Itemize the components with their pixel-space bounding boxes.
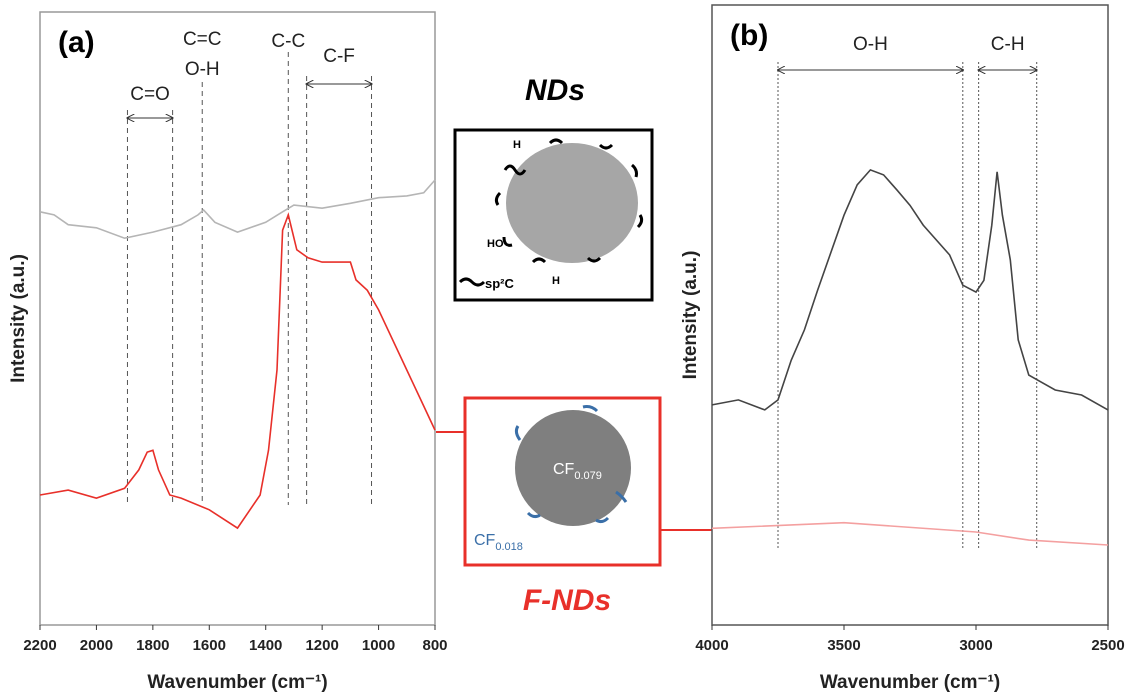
panel-title: (b): [730, 19, 768, 52]
x-tick-label: 1000: [362, 637, 395, 654]
x-tick-label: 1600: [193, 637, 226, 654]
band-label: C-H: [991, 34, 1025, 55]
x-tick-label: 1200: [305, 637, 338, 654]
spectrum: [39, 179, 436, 240]
band-label: C=O: [130, 84, 170, 105]
x-tick-label: 2500: [1091, 637, 1124, 654]
nds-label: sp²C: [485, 276, 515, 291]
band-label: C-C: [271, 31, 305, 52]
band-label: C=C: [183, 29, 222, 50]
y-axis-label: Intensity (a.u.): [680, 251, 701, 380]
x-axis-label: Wavenumber (cm⁻¹): [147, 672, 327, 693]
fnds-particle: [515, 410, 631, 526]
nds-title: NDs: [525, 74, 585, 107]
x-tick-label: 800: [422, 637, 447, 654]
band-label: O-H: [185, 59, 220, 80]
x-tick-label: 4000: [695, 637, 728, 654]
x-tick-label: 2200: [23, 637, 56, 654]
band-label: O-H: [853, 34, 888, 55]
nds-label: H: [513, 139, 521, 151]
spectrum: [711, 521, 1109, 546]
panel-title: (a): [58, 26, 95, 59]
nds-label: H: [552, 275, 560, 287]
nds-label: HO: [487, 238, 504, 250]
nds-particle: [506, 143, 638, 263]
x-tick-label: 1400: [249, 637, 282, 654]
plot-frame: [39, 11, 436, 626]
nds-surface: [458, 138, 644, 287]
x-axis-label: Wavenumber (cm⁻¹): [820, 672, 1000, 693]
x-tick-label: 1800: [136, 637, 169, 654]
x-tick-label: 3000: [959, 637, 992, 654]
x-tick-label: 2000: [80, 637, 113, 654]
plot-frame: [711, 4, 1109, 626]
fnds-title: F-NDs: [523, 584, 611, 617]
y-axis-label: Intensity (a.u.): [8, 254, 29, 383]
fnds-shell: CF0.018: [474, 532, 523, 553]
spectrum: [39, 212, 436, 530]
x-tick-label: 3500: [827, 637, 860, 654]
fnds-surface: [514, 405, 628, 524]
fnds-core: CF0.079: [553, 461, 602, 482]
band-label: C-F: [323, 46, 355, 67]
spectrum: [711, 168, 1109, 411]
